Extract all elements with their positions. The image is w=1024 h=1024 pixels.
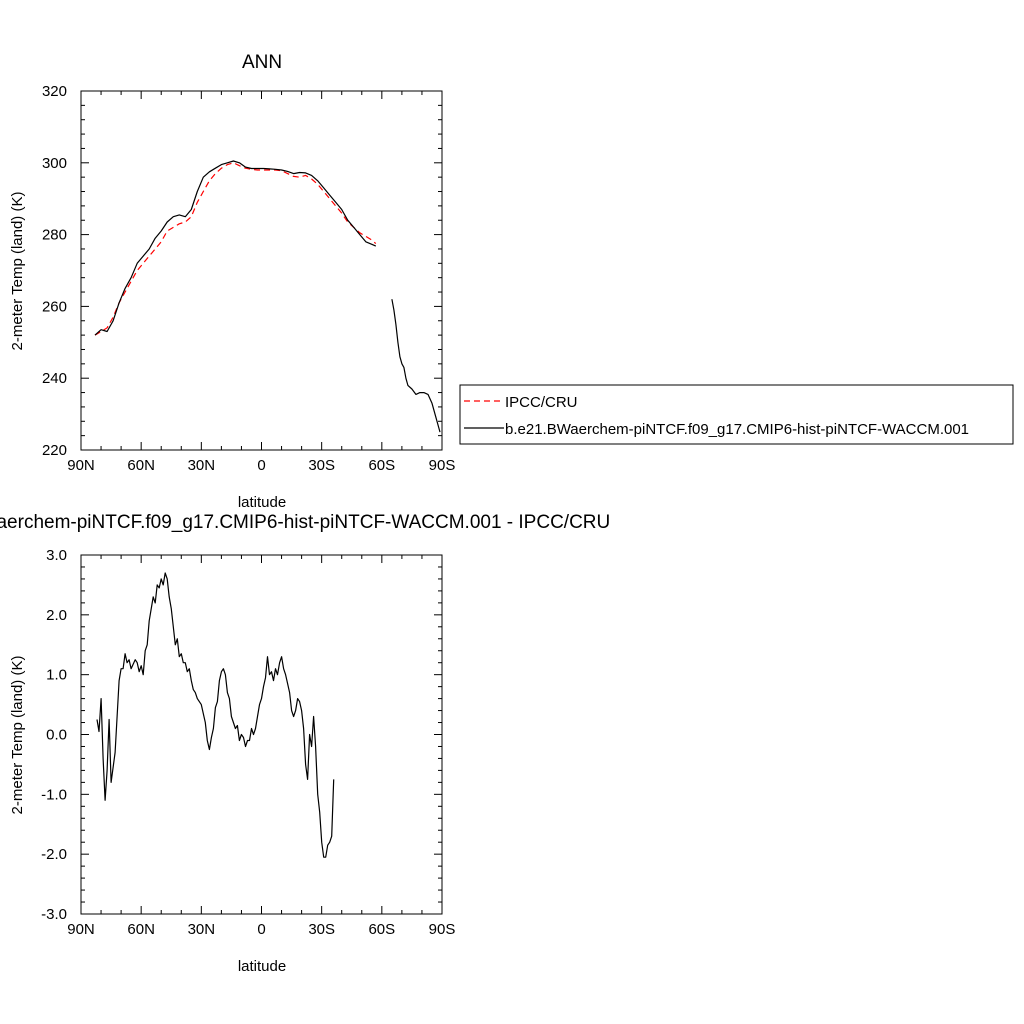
top-series-layer bbox=[94, 160, 441, 433]
bottom-y-axis-label: 2-meter Temp (land) (K) bbox=[9, 656, 26, 815]
top-y-tick-label: 300 bbox=[42, 155, 67, 172]
top-series-1-line-1 bbox=[391, 299, 441, 433]
legend: IPCC/CRU b.e21.BWaerchem-piNTCF.f09_g17.… bbox=[459, 384, 1014, 445]
bottom-title: b.e21.BWaerchem-piNTCF.f09_g17.CMIP6-his… bbox=[0, 512, 610, 533]
top-x-tick-label: 60N bbox=[127, 457, 155, 474]
top-x-tick-label: 90S bbox=[429, 457, 456, 474]
bottom-y-tick-label: -1.0 bbox=[41, 786, 67, 803]
top-y-tick-label: 260 bbox=[42, 298, 67, 315]
top-title: ANN bbox=[242, 52, 282, 73]
bottom-x-tick-label: 0 bbox=[257, 921, 265, 938]
legend-label-model: b.e21.BWaerchem-piNTCF.f09_g17.CMIP6-his… bbox=[505, 421, 969, 438]
top-x-tick-label: 0 bbox=[257, 457, 265, 474]
bottom-x-tick-label: 30S bbox=[308, 921, 335, 938]
top-x-tick-label: 60S bbox=[368, 457, 395, 474]
top-x-tick-label: 90N bbox=[67, 457, 95, 474]
top-plot-frame bbox=[80, 90, 443, 451]
bottom-y-tick-label: -3.0 bbox=[41, 906, 67, 923]
bottom-series-0-line-0 bbox=[96, 572, 335, 858]
top-y-tick-label: 240 bbox=[42, 370, 67, 387]
bottom-panel: b.e21.BWaerchem-piNTCF.f09_g17.CMIP6-his… bbox=[0, 512, 610, 975]
top-ticks: 90N 60N 30N 0 30S 60S 90S 220 240 260 280 300 320 bbox=[42, 83, 455, 474]
top-panel: ANN 90N 60N 30N 0 30S 60S 90S 220 240 260 280 300 32… bbox=[9, 52, 455, 511]
top-series-1-line-0 bbox=[94, 160, 377, 336]
bottom-x-tick-label: 90S bbox=[429, 921, 456, 938]
bottom-y-tick-label: 2.0 bbox=[46, 607, 67, 624]
bottom-y-tick-label: 3.0 bbox=[46, 547, 67, 564]
top-y-axis-label: 2-meter Temp (land) (K) bbox=[9, 192, 26, 351]
bottom-x-tick-label: 60N bbox=[127, 921, 155, 938]
top-x-axis-label: latitude bbox=[238, 494, 286, 511]
bottom-x-tick-label: 60S bbox=[368, 921, 395, 938]
bottom-x-tick-label: 30N bbox=[188, 921, 216, 938]
top-x-tick-label: 30S bbox=[308, 457, 335, 474]
bottom-x-axis-label: latitude bbox=[238, 958, 286, 975]
bottom-x-tick-label: 90N bbox=[67, 921, 95, 938]
bottom-series-layer bbox=[96, 572, 335, 858]
top-y-tick-label: 220 bbox=[42, 442, 67, 459]
top-y-tick-label: 280 bbox=[42, 227, 67, 244]
top-x-tick-label: 30N bbox=[188, 457, 216, 474]
bottom-y-tick-label: 0.0 bbox=[46, 727, 67, 744]
top-series-0-line-0 bbox=[94, 162, 377, 336]
bottom-ticks: 90N 60N 30N 0 30S 60S 90S -3.0 -2.0 -1.0 0.0 1.0 2.0… bbox=[41, 547, 455, 938]
bottom-y-tick-label: -2.0 bbox=[41, 846, 67, 863]
legend-label-ipcc-cru: IPCC/CRU bbox=[505, 394, 578, 411]
bottom-plot-frame bbox=[80, 554, 443, 915]
bottom-y-tick-label: 1.0 bbox=[46, 667, 67, 684]
legend-box bbox=[459, 384, 1014, 445]
top-y-tick-label: 320 bbox=[42, 83, 67, 100]
